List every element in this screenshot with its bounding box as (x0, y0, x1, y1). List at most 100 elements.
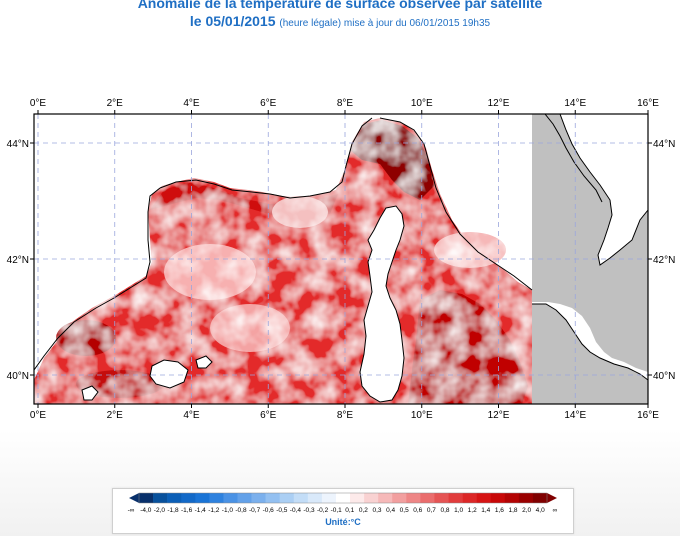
warm-core-south (408, 290, 528, 404)
legend-swatch (462, 493, 477, 503)
sst-anomaly-map: 0°E 0°E 2°E 2°E 4°E 4°E 6°E 6°E 8°E 8°E 10°E 10°E 12… (7, 98, 676, 420)
legend-label: -0,5 (276, 507, 288, 514)
legend-swatch (293, 493, 309, 503)
lon-label-top: 0°E (30, 98, 47, 109)
map-frame (33, 113, 649, 405)
map-title: Anomalie de la température de surface ob… (137, 0, 543, 11)
legend-unit: Unité:°C (325, 517, 361, 527)
legend-swatch (476, 493, 492, 503)
legend-swatch (139, 493, 154, 503)
italian-coast (379, 117, 533, 291)
legend-label: -0,4 (290, 507, 302, 514)
legend-swatch (434, 493, 449, 503)
lat-label-left: 40°N (7, 371, 29, 382)
legend-label: -∞ (128, 507, 135, 514)
legend-swatch (335, 493, 351, 503)
lat-label-right: 44°N (653, 139, 675, 150)
legend-label: -0,1 (331, 507, 343, 514)
warm-patch-southwest (76, 370, 164, 398)
legend-label: 0,8 (440, 507, 449, 514)
legend-label: 1,4 (481, 507, 490, 514)
legend-label: 0,2 (359, 507, 368, 514)
legend-label: -0,2 (317, 507, 329, 514)
legend-label: 0,1 (345, 507, 354, 514)
adriatic-sea (560, 114, 648, 265)
lon-label-bottom: 16°E (637, 410, 659, 420)
lon-label-bottom: 2°E (107, 410, 124, 420)
legend-colorbar: -∞ -4,0 -2,0 -1,8 -1,6 -1,4 -1,2 -1,0 -0,8 -0,7 -0… (128, 492, 558, 514)
cool-patch-balearic (164, 244, 256, 300)
french-coast (159, 117, 373, 199)
lon-label-top: 16°E (637, 98, 659, 109)
legend-label: 1,8 (508, 507, 517, 514)
legend-label: -1,4 (195, 507, 207, 514)
lon-label-top: 6°E (260, 98, 277, 109)
legend-label: -1,2 (208, 507, 220, 514)
lat-label-left: 42°N (7, 255, 29, 266)
legend-swatch (364, 493, 379, 503)
lon-label-top: 2°E (107, 98, 124, 109)
legend-arrow-left (129, 493, 139, 503)
legend-swatch (153, 493, 168, 503)
legend-label: ∞ (553, 507, 558, 514)
legend: -∞ -4,0 -2,0 -1,8 -1,6 -1,4 -1,2 -1,0 -0,8 -0,7 -0… (112, 488, 574, 534)
cool-patch-east (434, 232, 506, 268)
legend-label: 0,4 (386, 507, 395, 514)
legend-label: -1,8 (167, 507, 179, 514)
iberian-coast (34, 187, 161, 371)
legend-swatch (406, 493, 421, 503)
legend-swatch (392, 493, 407, 503)
legend-bar-outline (138, 492, 548, 504)
lon-label-bottom: 0°E (30, 410, 47, 420)
mallorca (149, 359, 189, 389)
warm-core-ligurian (350, 120, 434, 200)
legend-swatch (307, 493, 323, 503)
legend-swatch (448, 493, 463, 503)
lat-label-left: 44°N (7, 139, 29, 150)
legend-label: -0,6 (263, 507, 275, 514)
land-calabria (532, 304, 648, 404)
lon-label-top: 10°E (411, 98, 433, 109)
cool-patch-central (272, 196, 328, 228)
legend-label: -2,0 (154, 507, 166, 514)
corsica-sardinia (359, 205, 405, 403)
lon-label-top: 12°E (488, 98, 510, 109)
legend-label: -0,8 (235, 507, 247, 514)
legend-label: -0,3 (303, 507, 315, 514)
legend-swatch (279, 493, 295, 503)
lat-label-right: 40°N (653, 371, 675, 382)
ibiza (81, 385, 99, 401)
legend-swatch (420, 493, 435, 503)
lon-label-bottom: 6°E (260, 410, 277, 420)
legend-label: -4,0 (140, 507, 152, 514)
tyrrhenian-coast (532, 114, 603, 203)
cool-patch-south (210, 304, 290, 352)
legend-swatch (490, 493, 506, 503)
legend-label: 1,6 (495, 507, 504, 514)
legend-label: 0,7 (427, 507, 436, 514)
legend-swatch (251, 493, 266, 503)
legend-swatch (265, 493, 280, 503)
legend-swatch (378, 493, 393, 503)
lat-label-right: 42°N (653, 255, 675, 266)
calabrian-coast (532, 303, 648, 381)
lon-label-top: 8°E (337, 98, 354, 109)
legend-swatch (223, 493, 238, 503)
legend-swatch (532, 493, 548, 503)
legend-label: 1,0 (454, 507, 463, 514)
tyrrhenian-strip (532, 114, 606, 302)
lon-label-bottom: 10°E (411, 410, 433, 420)
legend-label: 4,0 (536, 507, 545, 514)
legend-label: -1,6 (181, 507, 193, 514)
legend-swatch (350, 493, 365, 503)
map-subtitle: le 05/01/2015 (heure légale) mise à jour… (0, 13, 680, 32)
lon-label-top: 14°E (564, 98, 586, 109)
legend-swatch (321, 493, 337, 503)
update-note: (heure légale) mise à jour du 06/01/2015… (279, 18, 491, 29)
legend-swatch (181, 493, 196, 503)
lon-label-top: 4°E (183, 98, 200, 109)
legend-label: 0,5 (400, 507, 409, 514)
legend-label: 1,2 (468, 507, 477, 514)
map-tick-labels: 0°E 0°E 2°E 2°E 4°E 4°E 6°E 6°E 8°E 8°E 10°E 10°E 12… (7, 98, 676, 420)
legend-arrow-right (547, 493, 557, 503)
